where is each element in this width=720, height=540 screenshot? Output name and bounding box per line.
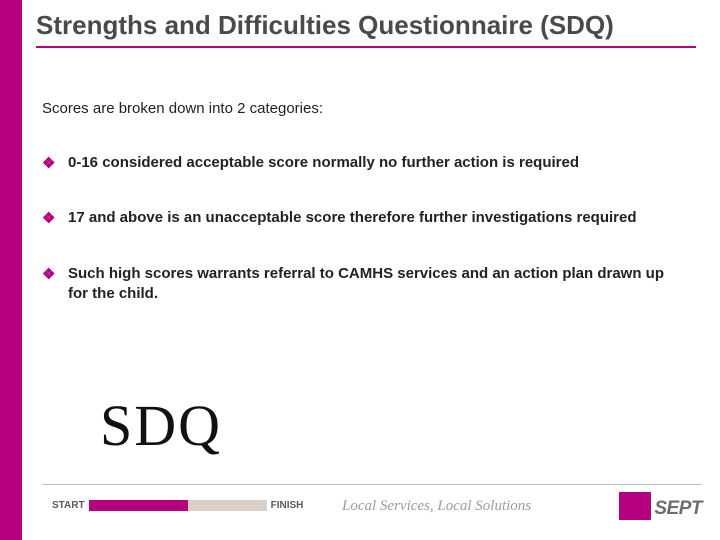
brand-logo: SEPT	[619, 492, 702, 520]
sdq-logo: SDQ	[100, 392, 222, 459]
bullet-item: ❖ Such high scores warrants referral to …	[42, 264, 682, 305]
progress-bar-track	[89, 500, 267, 511]
intro-text: Scores are broken down into 2 categories…	[42, 100, 682, 117]
brand-text: SEPT	[654, 498, 702, 520]
footer-tagline: Local Services, Local Solutions	[342, 498, 531, 515]
diamond-bullet-icon: ❖	[42, 265, 62, 285]
diamond-bullet-icon: ❖	[42, 209, 62, 229]
slide: Strengths and Difficulties Questionnaire…	[0, 0, 720, 540]
bullet-item: ❖ 0-16 considered acceptable score norma…	[42, 153, 682, 174]
bullet-text: 17 and above is an unacceptable score th…	[68, 208, 682, 228]
progress-finish-label: FINISH	[271, 500, 304, 511]
brand-square-icon	[619, 492, 651, 520]
progress-indicator: START FINISH	[52, 500, 303, 511]
content-area: Scores are broken down into 2 categories…	[42, 100, 682, 338]
footer: START FINISH Local Services, Local Solut…	[22, 484, 720, 540]
progress-bar-fill	[89, 500, 189, 511]
accent-left-bar	[0, 0, 22, 540]
title-underline	[36, 46, 696, 48]
bullet-text: Such high scores warrants referral to CA…	[68, 264, 682, 305]
diamond-bullet-icon: ❖	[42, 154, 62, 174]
bullet-item: ❖ 17 and above is an unacceptable score …	[42, 208, 682, 229]
progress-start-label: START	[52, 500, 85, 511]
footer-rule	[42, 484, 702, 485]
bullet-text: 0-16 considered acceptable score normall…	[68, 153, 682, 173]
page-title: Strengths and Difficulties Questionnaire…	[36, 10, 696, 41]
